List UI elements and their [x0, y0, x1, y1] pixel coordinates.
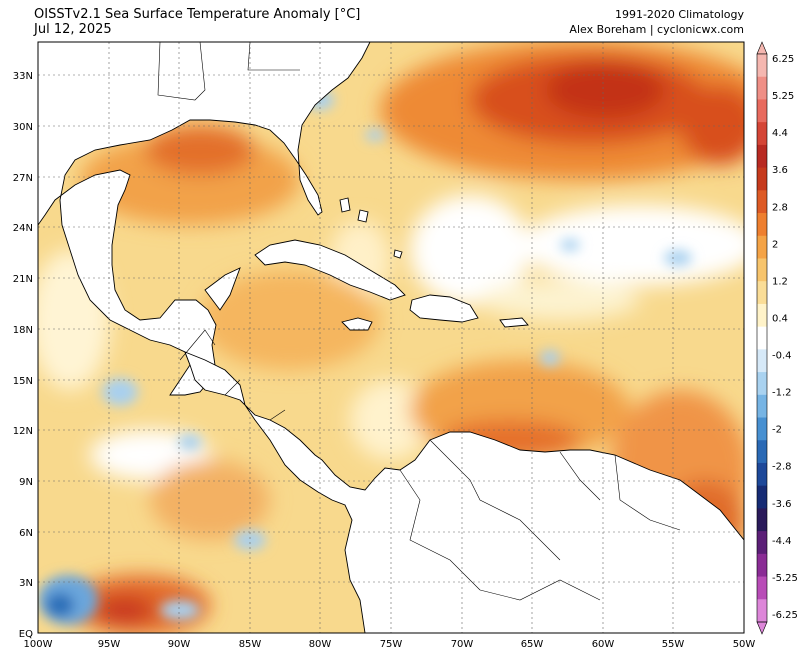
- colorbar-label: 5.25: [772, 91, 794, 102]
- colorbar-label: 4.4: [772, 128, 788, 139]
- colorbar-frame: [756, 53, 768, 623]
- colorbar-swatch: [757, 576, 767, 600]
- colorbar-swatch: [757, 144, 767, 169]
- lon-tick: 90W: [168, 639, 191, 650]
- colorbar-swatch: [757, 599, 767, 623]
- lat-tick: 12N: [13, 426, 33, 437]
- colorbar-swatch: [757, 54, 767, 78]
- colorbar-swatch: [757, 508, 767, 532]
- colorbar-swatch: [757, 281, 767, 305]
- lon-tick: 95W: [98, 639, 121, 650]
- map-title: OISSTv2.1 Sea Surface Temperature Anomal…: [34, 7, 361, 22]
- lon-tick: 50W: [733, 639, 756, 650]
- lon-tick: 100W: [24, 639, 53, 650]
- colorbar-label: 2: [772, 239, 778, 250]
- climatology-label: 1991-2020 Climatology: [614, 8, 744, 21]
- lon-tick: 85W: [239, 639, 262, 650]
- grid-lines: [38, 42, 744, 633]
- colorbar-swatch: [757, 235, 767, 259]
- colorbar-swatch: [757, 440, 767, 464]
- colorbar-swatch: [757, 553, 767, 578]
- lon-tick: 65W: [521, 639, 544, 650]
- lon-tick: 55W: [662, 639, 685, 650]
- colorbar-label: 0.4: [772, 313, 788, 324]
- map-plot-area: [38, 42, 744, 633]
- colorbar-label: -2.8: [772, 462, 792, 473]
- lat-tick: 15N: [13, 376, 33, 387]
- colorbar-swatch: [757, 167, 767, 191]
- cuba-land: [254, 239, 406, 301]
- political-borders: [157, 42, 681, 601]
- colorbar-label: -0.4: [772, 351, 792, 362]
- jamaica-land: [341, 317, 373, 331]
- colorbar-swatch: [757, 76, 767, 100]
- colorbar-swatch: [757, 303, 767, 328]
- colorbar-label: 6.25: [772, 54, 794, 65]
- longitude-tick-labels: 100W 95W 90W 85W 80W 75W 70W 65W 60W 55W…: [24, 639, 756, 650]
- north-america-land: [38, 42, 371, 396]
- colorbar-swatch: [757, 531, 767, 555]
- colorbar-swatch: [757, 394, 767, 419]
- colorbar-label: 1.2: [772, 276, 788, 287]
- cool-anomalies: [38, 90, 692, 625]
- colorbar-swatch: [757, 99, 767, 123]
- map-frame: [37, 41, 745, 634]
- colorbar-label: 2.8: [772, 202, 788, 213]
- lon-tick: 80W: [309, 639, 332, 650]
- map-date: Jul 12, 2025: [34, 22, 112, 37]
- yucatan-land: [204, 267, 241, 311]
- puerto-rico-land: [499, 317, 529, 328]
- lat-tick: 27N: [13, 173, 33, 184]
- lat-tick: 6N: [19, 528, 33, 539]
- colorbar-label: -5.25: [772, 573, 798, 584]
- colorbar-top-arrow: [756, 41, 768, 55]
- colorbar-label: -1.2: [772, 388, 792, 399]
- colorbar-label: 3.6: [772, 165, 788, 176]
- land-masses: [38, 42, 744, 633]
- colorbar: 6.25 5.25 4.4 3.6 2.8 2 1.2 0.4 -0.4 -1.2 -2 -2.8 -3…: [756, 41, 798, 635]
- lon-tick: 60W: [592, 639, 615, 650]
- colorbar-label: -3.6: [772, 499, 792, 510]
- colorbar-label: -4.4: [772, 536, 792, 547]
- colorbar-swatch: [757, 258, 767, 282]
- lat-tick: 21N: [13, 274, 33, 285]
- colorbar-swatch: [757, 417, 767, 441]
- colorbar-label: -6.25: [772, 610, 798, 621]
- lat-tick: 24N: [13, 223, 33, 234]
- colorbar-swatch: [757, 213, 767, 237]
- lon-tick: 75W: [380, 639, 403, 650]
- lat-tick: 3N: [19, 578, 33, 589]
- lon-tick: 70W: [451, 639, 474, 650]
- colorbar-swatch: [757, 326, 767, 350]
- hispaniola-land: [409, 294, 479, 323]
- lat-tick: 33N: [13, 71, 33, 82]
- colorbar-swatch: [757, 372, 767, 396]
- lat-tick: 9N: [19, 477, 33, 488]
- colorbar-bottom-arrow: [756, 621, 768, 635]
- lat-tick: 30N: [13, 122, 33, 133]
- lat-tick: EQ: [19, 629, 33, 640]
- central-america-land: [184, 351, 744, 633]
- colorbar-swatch: [757, 190, 767, 214]
- colorbar-swatch: [757, 122, 767, 146]
- credit-label: Alex Boreham | cyclonicwx.com: [569, 23, 744, 36]
- lat-tick: 18N: [13, 325, 33, 336]
- colorbar-swatch: [757, 485, 767, 509]
- colorbar-label: -2: [772, 425, 782, 436]
- colorbar-swatch: [757, 462, 767, 487]
- colorbar-swatch: [757, 349, 767, 373]
- latitude-tick-labels: EQ 3N 6N 9N 12N 15N 18N 21N 24N 27N 30N …: [13, 71, 33, 640]
